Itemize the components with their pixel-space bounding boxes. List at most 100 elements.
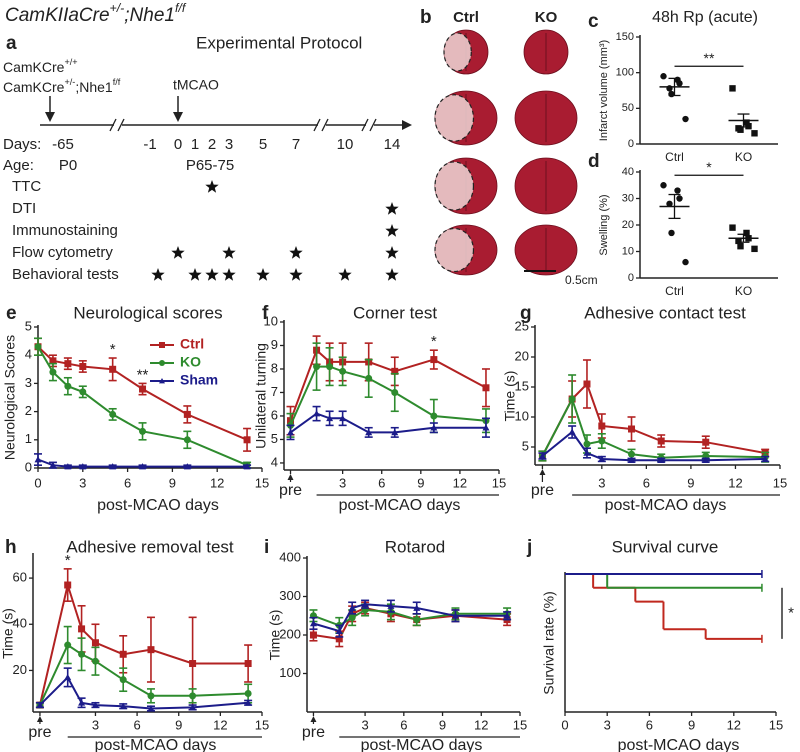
marker bbox=[244, 660, 252, 668]
marker bbox=[628, 425, 636, 433]
marker bbox=[348, 614, 356, 622]
marker bbox=[365, 428, 373, 436]
x-tick-label: pre bbox=[302, 724, 325, 741]
pre-arrowhead bbox=[287, 474, 294, 480]
marker bbox=[189, 660, 197, 668]
x-tick-label: 6 bbox=[646, 717, 653, 732]
text-part: CamKCre bbox=[3, 59, 65, 75]
y-tick-label: 0 bbox=[25, 459, 32, 474]
infarct-region bbox=[434, 161, 475, 211]
group-label: CamKCre+/-;Nhe1f/f bbox=[3, 77, 121, 94]
y-tick-label: 100 bbox=[616, 67, 634, 79]
x-tick-label: 15 bbox=[769, 717, 783, 732]
marker bbox=[79, 388, 87, 396]
text-part: f/f bbox=[113, 77, 121, 87]
marker bbox=[78, 699, 86, 706]
marker bbox=[482, 424, 490, 431]
x-axis-label: post-MCAO days bbox=[605, 497, 727, 514]
marker bbox=[583, 440, 591, 448]
marker bbox=[743, 229, 750, 237]
marker bbox=[451, 612, 459, 619]
marker bbox=[36, 701, 44, 708]
marker bbox=[413, 604, 421, 611]
x-tick-label: 15 bbox=[513, 717, 527, 732]
marker bbox=[737, 126, 744, 133]
x-tick-label: 6 bbox=[378, 475, 385, 490]
marker bbox=[660, 73, 667, 80]
marker bbox=[183, 410, 191, 418]
marker bbox=[183, 436, 191, 444]
day-label: 2 bbox=[208, 136, 216, 153]
marker bbox=[482, 384, 490, 392]
y-tick-label: 10 bbox=[622, 245, 634, 257]
days-label: Days: bbox=[3, 136, 41, 153]
legend-label: Ctrl bbox=[180, 336, 204, 352]
axis-breaks bbox=[109, 118, 377, 132]
marker bbox=[189, 703, 197, 711]
y-tick-label: 200 bbox=[279, 626, 301, 641]
timepoint-star bbox=[289, 246, 303, 259]
panel-letter: c bbox=[588, 11, 599, 32]
x-axis-label: post-MCAO days bbox=[97, 497, 219, 514]
marker bbox=[568, 395, 576, 403]
marker bbox=[64, 673, 72, 681]
infarct-region bbox=[434, 94, 475, 142]
x-axis-label: post-MCAO days bbox=[339, 497, 461, 514]
marker bbox=[147, 646, 155, 654]
panel-letter: i bbox=[264, 537, 269, 558]
y-tick-label: 9 bbox=[271, 337, 278, 352]
text-part: ;Nhe1 bbox=[75, 79, 113, 95]
figure-title: CamKIIaCre+/-;Nhe1f/f bbox=[5, 1, 187, 26]
marker bbox=[147, 692, 155, 700]
x-tick-label: 6 bbox=[400, 717, 407, 732]
marker bbox=[668, 229, 675, 237]
marker bbox=[335, 627, 343, 634]
marker bbox=[729, 224, 736, 231]
marker bbox=[243, 436, 251, 444]
x-tick-label: 15 bbox=[255, 475, 269, 490]
timepoint-star bbox=[289, 268, 303, 281]
y-axis-label: Time (s) bbox=[502, 371, 518, 422]
marker bbox=[751, 130, 758, 137]
x-tick-label: 12 bbox=[213, 717, 227, 732]
x-tick-label: 3 bbox=[339, 475, 346, 490]
significance-label: * bbox=[431, 333, 437, 350]
x-tick-label: 3 bbox=[598, 475, 605, 490]
day-label: 7 bbox=[292, 136, 300, 153]
x-tick-label: 3 bbox=[604, 717, 611, 732]
timeline-arrowhead bbox=[402, 120, 412, 130]
x-tick-label: 12 bbox=[453, 475, 467, 490]
marker bbox=[147, 705, 155, 712]
marker bbox=[189, 692, 197, 700]
x-tick-label: 6 bbox=[133, 717, 140, 732]
marker bbox=[244, 690, 252, 698]
arrowhead bbox=[173, 112, 183, 122]
marker bbox=[313, 363, 321, 371]
marker bbox=[326, 414, 334, 422]
marker bbox=[674, 187, 681, 194]
panel-letter: a bbox=[6, 33, 17, 54]
chart-title: Adhesive contact test bbox=[584, 303, 746, 322]
y-tick-label: 20 bbox=[13, 662, 27, 677]
marker bbox=[729, 85, 736, 92]
x-tick-label: 6 bbox=[124, 475, 131, 490]
marker bbox=[583, 380, 591, 388]
panel-letter: f bbox=[262, 303, 269, 324]
y-tick-label: 100 bbox=[279, 665, 301, 680]
y-axis-label: Survival rate (%) bbox=[541, 591, 557, 694]
x-tick-label: 15 bbox=[255, 717, 269, 732]
marker bbox=[109, 410, 117, 418]
marker bbox=[666, 200, 673, 207]
event-label: tMCAO bbox=[173, 77, 219, 93]
series-line bbox=[289, 348, 487, 422]
chart-title: Rotarod bbox=[385, 537, 445, 556]
marker bbox=[183, 463, 191, 470]
day-label: 0 bbox=[174, 136, 182, 153]
x-tick-label: 9 bbox=[169, 475, 176, 490]
y-tick-label: 15 bbox=[515, 378, 529, 393]
scale-label: 0.5cm bbox=[565, 273, 598, 287]
timepoint-star bbox=[222, 268, 236, 281]
marker bbox=[49, 368, 57, 376]
marker bbox=[657, 437, 665, 445]
y-tick-label: 8 bbox=[271, 360, 278, 375]
